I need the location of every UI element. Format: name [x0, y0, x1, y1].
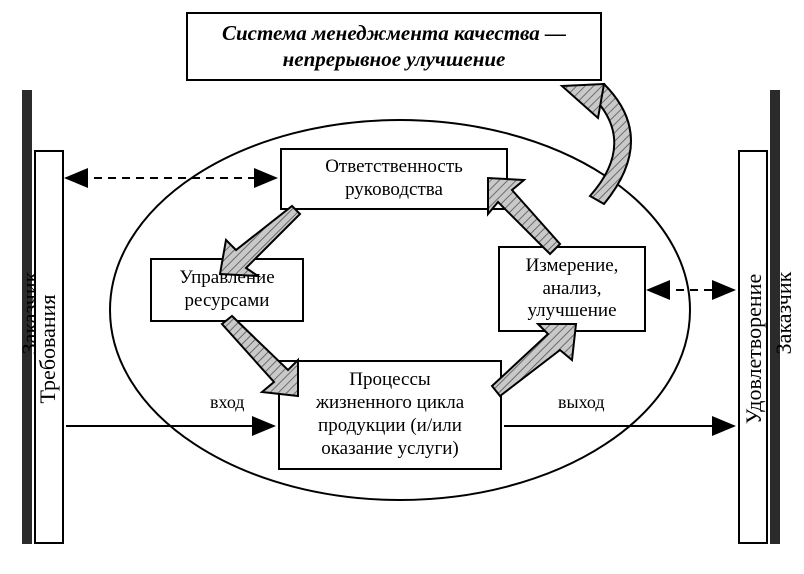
right-outer-label: Заказчик — [771, 253, 797, 373]
right-inner-label: Удовлетворение — [741, 269, 767, 429]
right-inner-label-text: Удовлетворение — [741, 274, 766, 424]
diagram-canvas — [0, 0, 804, 574]
right-outer-label-text: Заказчик — [771, 272, 796, 355]
node-measure: Измерение, анализ, улучшение — [498, 246, 646, 332]
node-processes: Процессы жизненного цикла продукции (и/и… — [278, 360, 502, 470]
node-top-l1: Ответственность — [325, 156, 463, 177]
title-box: Система менеджмента качества — непрерывн… — [186, 12, 602, 81]
arrow-bottom-to-right — [492, 324, 576, 396]
label-in: вход — [210, 392, 244, 413]
node-bottom-l4: оказание услуги) — [321, 438, 459, 459]
node-left-l1: Управление — [179, 267, 274, 288]
node-right-l1: Измерение, — [526, 255, 619, 276]
node-bottom-l1: Процессы — [349, 369, 430, 390]
left-inner-label: Требования — [35, 289, 61, 409]
label-in-text: вход — [210, 392, 244, 412]
label-out-text: выход — [558, 392, 605, 412]
title-line2: непрерывное улучшение — [283, 47, 506, 71]
node-right-l3: улучшение — [527, 300, 616, 321]
left-inner-label-text: Требования — [35, 294, 60, 403]
node-top-l2: руководства — [345, 179, 443, 200]
node-responsibility: Ответственность руководства — [280, 148, 508, 210]
label-out: выход — [558, 392, 605, 413]
title-line1: Система менеджмента качества — — [222, 21, 566, 45]
node-right-l2: анализ, — [542, 278, 601, 299]
node-left-l2: ресурсами — [185, 290, 270, 311]
big-return-arrow — [562, 84, 631, 204]
node-bottom-l3: продукции (и/или — [318, 415, 462, 436]
node-resources: Управление ресурсами — [150, 258, 304, 322]
node-bottom-l2: жизненного цикла — [316, 392, 464, 413]
